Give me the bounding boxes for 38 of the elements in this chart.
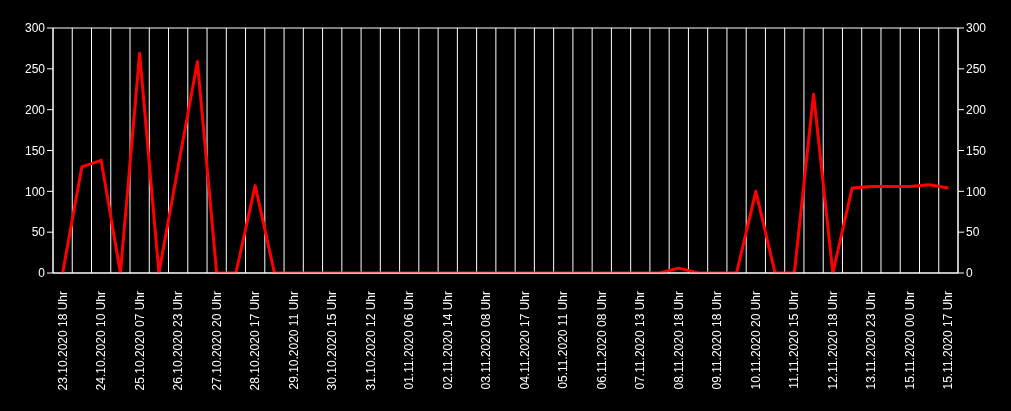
x-tick-label: 06.11.2020 08 Uhr: [594, 291, 609, 390]
y2-tick-label: 150: [966, 143, 987, 158]
y-tick-label: 200: [24, 102, 46, 117]
y-tick-label: 250: [24, 62, 46, 77]
y2-tick-label: 100: [966, 184, 987, 199]
x-tick-label: 15.11.2020 17 Uhr: [941, 291, 956, 390]
y2-tick-label: 300: [966, 21, 987, 36]
y2-tick-label: 200: [966, 102, 987, 117]
x-tick-label: 24.10.2020 10 Uhr: [94, 291, 109, 391]
y-tick-label: 50: [31, 225, 46, 240]
y-tick-label: 300: [24, 21, 46, 36]
x-tick-label: 09.11.2020 18 Uhr: [710, 291, 725, 390]
y-tick-label: 150: [24, 143, 46, 158]
x-tick-label: 29.10.2020 11 Uhr: [286, 291, 301, 390]
x-tick-label: 12.11.2020 18 Uhr: [825, 291, 840, 390]
y2-tick-label: 50: [966, 225, 980, 240]
x-tick-label: 10.11.2020 20 Uhr: [748, 291, 763, 390]
x-tick-label: 30.10.2020 15 Uhr: [325, 291, 340, 391]
x-tick-label: 25.10.2020 07 Uhr: [132, 291, 147, 391]
x-tick-label: 15.11.2020 00 Uhr: [902, 291, 917, 390]
y2-tick-label: 0: [966, 266, 973, 281]
y-tick-label: 0: [38, 266, 46, 281]
x-tick-label: 02.11.2020 14 Uhr: [440, 291, 455, 390]
y2-tick-label: 250: [966, 62, 987, 77]
y-tick-label: 100: [24, 184, 46, 199]
x-tick-label: 11.11.2020 15 Uhr: [787, 291, 802, 389]
x-tick-label: 13.11.2020 23 Uhr: [864, 291, 879, 390]
x-tick-label: 03.11.2020 08 Uhr: [479, 291, 494, 390]
x-tick-label: 05.11.2020 11 Uhr: [556, 291, 571, 389]
x-tick-label: 26.10.2020 23 Uhr: [171, 291, 186, 391]
x-tick-label: 08.11.2020 18 Uhr: [671, 291, 686, 390]
x-tick-label: 27.10.2020 20 Uhr: [209, 291, 224, 391]
x-tick-label: 01.11.2020 06 Uhr: [402, 291, 417, 390]
x-tick-label: 31.10.2020 12 Uhr: [363, 291, 378, 391]
x-tick-label: 28.10.2020 17 Uhr: [248, 291, 263, 391]
x-tick-label: 07.11.2020 13 Uhr: [633, 291, 648, 390]
x-tick-label: 04.11.2020 17 Uhr: [517, 291, 532, 390]
x-tick-label: 23.10.2020 18 Uhr: [55, 291, 70, 391]
